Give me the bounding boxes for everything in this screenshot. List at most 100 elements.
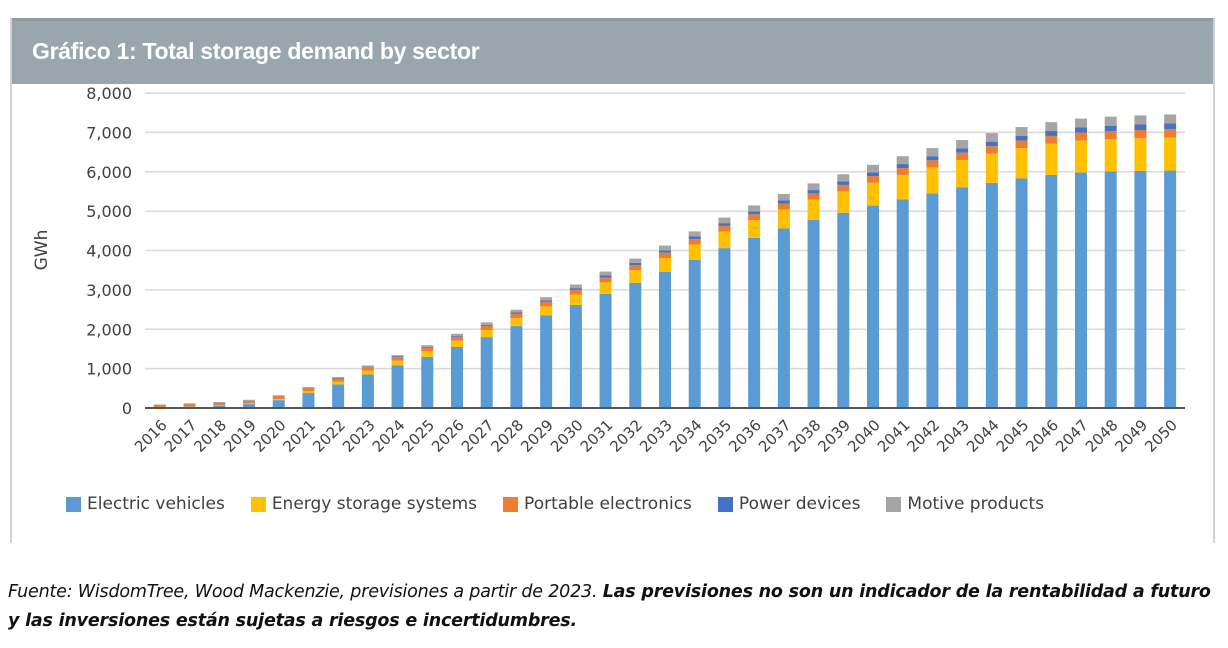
bar-stack-2047 — [1075, 118, 1087, 408]
bar-portable-electronics-2036 — [748, 214, 761, 221]
bar-portable-electronics-2030 — [569, 289, 582, 295]
bar-motive-products-2035 — [718, 217, 731, 224]
bar-electric-vehicles-2044 — [985, 182, 998, 408]
bar-portable-electronics-2020 — [272, 396, 285, 399]
bar-electric-vehicles-2048 — [1104, 171, 1117, 408]
bar-motive-products-2040 — [867, 164, 879, 173]
bar-energy-storage-systems-2021 — [302, 391, 315, 394]
x-tick-label: 2016 — [131, 416, 171, 456]
legend-swatch — [886, 496, 902, 512]
bar-energy-storage-systems-2023 — [361, 370, 374, 375]
bar-energy-storage-systems-2043 — [956, 159, 969, 188]
bar-portable-electronics-2042 — [926, 160, 939, 168]
bar-electric-vehicles-2046 — [1045, 174, 1058, 408]
bar-power-devices-2043 — [956, 148, 969, 153]
bars — [153, 114, 1177, 408]
chart-header: Gráfico 1: Total storage demand by secto… — [12, 18, 1213, 84]
x-axis-ticks: 2016201720182019202020212022202320242025… — [131, 416, 1181, 456]
bar-energy-storage-systems-2025 — [421, 351, 434, 357]
bar-portable-electronics-2019 — [243, 400, 255, 404]
legend-item-power-devices: Power devices — [717, 494, 860, 514]
bar-power-devices-2042 — [926, 156, 939, 161]
bar-stack-2032 — [629, 258, 642, 408]
bar-portable-electronics-2044 — [985, 146, 998, 154]
bar-stack-2044 — [985, 133, 998, 408]
bar-portable-electronics-2031 — [599, 277, 612, 283]
chart-title: Gráfico 1: Total storage demand by secto… — [32, 38, 480, 64]
bar-portable-electronics-2041 — [896, 168, 909, 175]
bar-electric-vehicles-2042 — [926, 193, 939, 408]
footnote-disclaimer: Las previsiones no son un indicador de l… — [8, 582, 1211, 631]
bar-motive-products-2020 — [272, 395, 285, 396]
bar-stack-2028 — [510, 309, 523, 408]
x-tick-label: 2049 — [1112, 416, 1152, 456]
bar-power-devices-2041 — [896, 164, 909, 169]
bar-portable-electronics-2016 — [153, 405, 166, 408]
y-tick-label: 2,000 — [86, 320, 132, 339]
bar-stack-2033 — [659, 245, 671, 408]
x-tick-label: 2046 — [1022, 416, 1062, 456]
bar-electric-vehicles-2023 — [361, 374, 374, 408]
bar-energy-storage-systems-2024 — [391, 360, 404, 366]
bar-portable-electronics-2023 — [361, 367, 374, 371]
bar-portable-electronics-2028 — [510, 313, 523, 319]
bar-stack-2042 — [926, 148, 939, 408]
legend-item-motive-products: Motive products — [886, 494, 1044, 514]
bar-power-devices-2025 — [421, 346, 434, 348]
bar-energy-storage-systems-2050 — [1164, 137, 1177, 171]
x-tick-label: 2048 — [1082, 416, 1122, 456]
bar-electric-vehicles-2039 — [837, 212, 850, 408]
bar-energy-storage-systems-2031 — [599, 282, 612, 294]
bar-motive-products-2042 — [926, 148, 939, 157]
x-tick-label: 2030 — [547, 416, 587, 456]
legend-label: Motive products — [907, 494, 1045, 514]
bar-stack-2035 — [718, 217, 731, 408]
bar-stack-2045 — [1015, 127, 1028, 408]
bar-electric-vehicles-2022 — [332, 384, 345, 408]
legend-swatch — [503, 496, 519, 512]
bar-energy-storage-systems-2040 — [867, 182, 879, 206]
bar-power-devices-2027 — [480, 324, 493, 326]
bar-electric-vehicles-2038 — [807, 219, 820, 408]
bar-power-devices-2035 — [718, 223, 731, 226]
bar-stack-2048 — [1104, 116, 1117, 408]
bar-energy-storage-systems-2034 — [688, 244, 701, 260]
bar-power-devices-2046 — [1045, 130, 1058, 136]
x-tick-label: 2045 — [993, 416, 1033, 456]
bar-motive-products-2046 — [1045, 122, 1058, 131]
bar-motive-products-2025 — [421, 345, 434, 347]
x-tick-label: 2040 — [844, 416, 884, 456]
bar-energy-storage-systems-2019 — [243, 403, 255, 405]
bar-power-devices-2040 — [867, 172, 879, 177]
bar-power-devices-2049 — [1134, 124, 1147, 131]
x-tick-label: 2042 — [904, 416, 944, 456]
bar-power-devices-2024 — [391, 356, 404, 358]
bar-portable-electronics-2043 — [956, 152, 969, 160]
x-tick-label: 2043 — [933, 416, 973, 456]
bar-portable-electronics-2029 — [540, 301, 553, 307]
legend-label: Energy storage systems — [271, 494, 478, 514]
bar-electric-vehicles-2025 — [421, 356, 434, 408]
bar-portable-electronics-2046 — [1045, 135, 1058, 144]
x-tick-label: 2035 — [696, 416, 736, 456]
bar-energy-storage-systems-2035 — [718, 231, 731, 249]
bar-portable-electronics-2038 — [807, 193, 820, 200]
bar-power-devices-2038 — [807, 190, 820, 194]
x-tick-label: 2050 — [1141, 416, 1181, 456]
bar-energy-storage-systems-2027 — [480, 330, 493, 338]
bar-portable-electronics-2018 — [213, 402, 226, 406]
bar-motive-products-2044 — [985, 133, 998, 142]
bar-motive-products-2023 — [361, 365, 374, 367]
bar-power-devices-2028 — [510, 312, 523, 314]
bar-portable-electronics-2037 — [777, 203, 790, 210]
bar-motive-products-2032 — [629, 258, 642, 263]
bar-motive-products-2019 — [243, 399, 255, 401]
bar-portable-electronics-2024 — [391, 357, 404, 361]
bar-portable-electronics-2027 — [480, 325, 493, 331]
x-tick-label: 2044 — [963, 416, 1003, 456]
bar-energy-storage-systems-2046 — [1045, 143, 1058, 175]
bar-portable-electronics-2026 — [451, 336, 463, 341]
bar-electric-vehicles-2049 — [1134, 170, 1147, 408]
x-tick-label: 2021 — [280, 416, 320, 456]
bar-electric-vehicles-2019 — [243, 404, 255, 408]
